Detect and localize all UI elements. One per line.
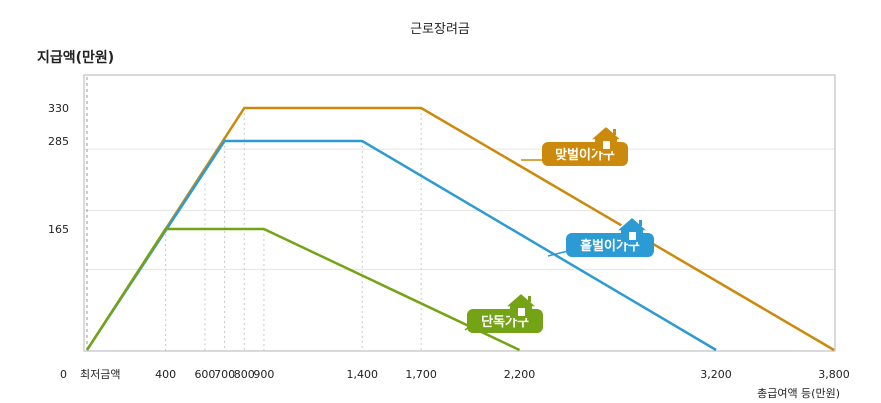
- legend-badge-맞벌이가구: 맞벌이가구: [521, 125, 628, 166]
- series-lines: [85, 106, 835, 352]
- x-tick-label: 1,700: [405, 368, 437, 381]
- x-axis-label: 총급여액 등(만원): [757, 387, 840, 400]
- y-axis-label: 지급액(만원): [37, 49, 114, 66]
- y-tick-label: 165: [48, 223, 69, 236]
- chart-title: 근로장려금: [410, 22, 470, 37]
- x-tick-label: 3,800: [818, 368, 850, 381]
- x-min-label: 최저금액: [80, 368, 120, 381]
- guide-lines: [86, 77, 422, 351]
- x-tick-label: 2,200: [504, 368, 536, 381]
- x-tick-label: 600: [194, 368, 215, 381]
- house-icon: [503, 292, 539, 318]
- x-tick-label: 3,200: [700, 368, 732, 381]
- x-tick-label: 1,400: [346, 368, 378, 381]
- x-tick-label: 800: [234, 368, 255, 381]
- series-line-단독가구: [85, 227, 521, 352]
- y-tick-label-zero: 0: [60, 368, 67, 381]
- house-icon: [614, 216, 650, 242]
- plot-frame: [83, 74, 836, 352]
- grid-lines: [84, 148, 835, 270]
- y-tick-label: 285: [48, 135, 69, 148]
- house-icon: [588, 125, 624, 151]
- badge-connector: [547, 250, 569, 257]
- x-tick-label: 400: [155, 368, 176, 381]
- x-tick-label: 700: [214, 368, 235, 381]
- legend-badge-홑벌이가구: 홑벌이가구: [547, 216, 654, 257]
- x-tick-label: 900: [253, 368, 274, 381]
- legend-badge-단독가구: 단독가구: [464, 292, 543, 333]
- y-tick-label: 330: [48, 102, 69, 115]
